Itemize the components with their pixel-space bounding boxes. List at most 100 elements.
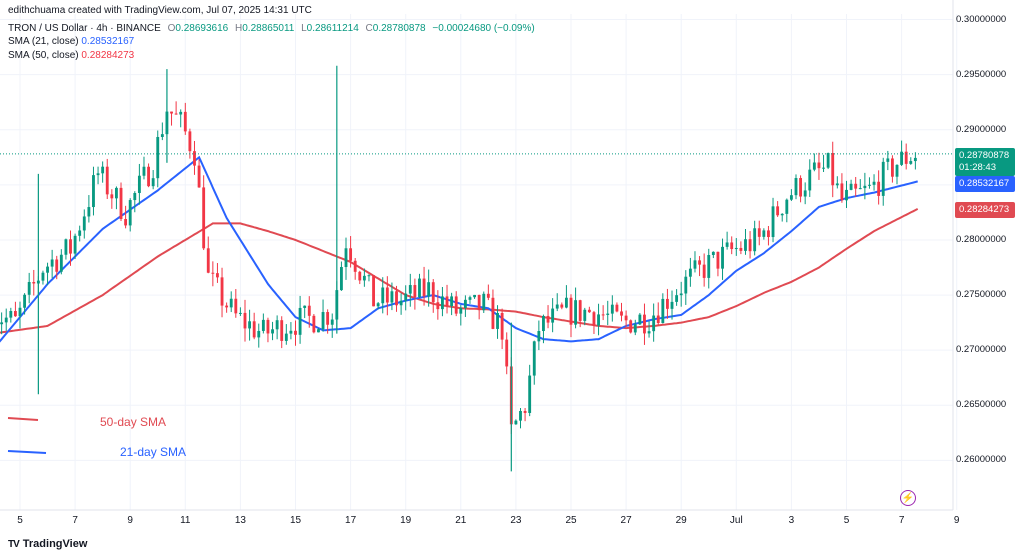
candle-body [105, 166, 109, 195]
candle-body [110, 194, 114, 199]
symbol-title[interactable]: TRON / US Dollar · 4h · BINANCE [8, 22, 161, 34]
candle-body [542, 315, 545, 332]
sma21-price-badge: 0.28532167 [955, 176, 1015, 192]
candle-body [275, 320, 279, 330]
candle-body [101, 166, 105, 174]
candle-body [358, 271, 362, 281]
time-axis-tick: 29 [675, 515, 687, 526]
candle-body [298, 307, 302, 335]
candle-body [450, 296, 454, 307]
candle-body [688, 268, 692, 277]
time-axis-tick: 5 [17, 515, 23, 526]
candle-body [349, 248, 353, 261]
open-label: O [167, 22, 176, 34]
change-value: −0.00024680 (−0.09%) [432, 22, 535, 34]
candle-body [271, 329, 274, 334]
candle-body [702, 264, 706, 278]
bar-countdown: 01:28:43 [959, 162, 996, 173]
candle-body [620, 311, 623, 316]
candlestick-series [0, 65, 917, 472]
price-axis-tick: 0.29500000 [956, 68, 1007, 80]
candle-body [55, 259, 59, 272]
candle-body [799, 178, 803, 197]
open-value: 0.28693616 [175, 22, 229, 34]
candle-body [849, 183, 853, 190]
candle-body [615, 304, 619, 312]
time-axis-tick: 19 [400, 515, 412, 526]
candle-body [877, 181, 881, 196]
time-axis-tick: Jul [729, 515, 743, 526]
price-axis-tick: 0.30000000 [956, 13, 1007, 25]
candle-body [757, 228, 761, 237]
chart-overlays [0, 153, 953, 454]
price-axis-tick: 0.27000000 [956, 344, 1007, 356]
candle-body [96, 173, 100, 176]
candle-body [831, 153, 835, 186]
sma21-indicator-row[interactable]: SMA (21, close) 0.28532167 [8, 35, 535, 49]
candle-body [13, 311, 17, 317]
moving-average-lines [0, 155, 919, 343]
candle-body [794, 178, 798, 196]
candle-body [666, 298, 669, 309]
tradingview-logo[interactable]: TV TradingView [8, 538, 87, 550]
candle-body [491, 297, 495, 329]
candle-body [27, 282, 31, 295]
candle-body [721, 246, 724, 269]
candle-body [500, 312, 504, 340]
candle-body [730, 242, 734, 250]
candle-body [514, 420, 518, 425]
candle-body [868, 184, 871, 186]
candle-body [137, 175, 141, 193]
candle-body [776, 206, 780, 216]
candle-body [739, 247, 743, 251]
candle-body [4, 317, 8, 323]
candle-body [863, 185, 867, 189]
candle-body [482, 293, 486, 311]
candle-body [858, 188, 862, 190]
sma50-indicator-row[interactable]: SMA (50, close) 0.28284273 [8, 49, 535, 63]
sma50-indicator-label: SMA (50, close) [8, 49, 79, 61]
candle-body [785, 199, 789, 214]
time-axis-tick: 21 [455, 515, 467, 526]
legend-sma50-swatch [7, 417, 39, 421]
candle-body [744, 239, 747, 251]
candle-body [463, 299, 467, 308]
time-axis-tick: 13 [234, 515, 246, 526]
candle-body [9, 311, 13, 318]
candle-body [321, 312, 325, 330]
candle-body [890, 158, 894, 177]
candle-body [82, 216, 86, 231]
time-axis-tick: 7 [72, 515, 78, 526]
candle-body [771, 206, 775, 238]
candle-body [606, 313, 610, 315]
candle-body [50, 259, 54, 267]
candle-body [569, 297, 573, 325]
tradingview-brand: TradingView [22, 538, 88, 550]
sma21-indicator-label: SMA (21, close) [8, 36, 79, 47]
candle-body [92, 175, 95, 208]
candle-body [160, 134, 164, 137]
candle-body [326, 312, 330, 325]
time-axis-tick: 25 [565, 515, 577, 526]
current-price-badge: 0.28780878 01:28:43 [955, 148, 1015, 176]
candle-body [225, 305, 229, 308]
candle-body [845, 189, 848, 201]
time-axis-tick: 7 [898, 515, 905, 526]
candle-body [624, 315, 628, 321]
candle-body [817, 162, 821, 169]
candle-body [156, 136, 160, 179]
flash-icon[interactable]: ⚡ [900, 490, 916, 506]
candle-body [32, 282, 36, 284]
candle-body [762, 230, 766, 237]
candle-body [872, 181, 876, 185]
candle-body [294, 330, 297, 335]
close-label: C [365, 22, 373, 34]
candle-body [767, 230, 770, 238]
time-axis-tick: 27 [620, 515, 632, 526]
candle-body [193, 151, 196, 166]
candle-body [307, 305, 311, 316]
candle-body [390, 291, 394, 303]
candle-body [87, 207, 91, 217]
candle-body [789, 195, 793, 200]
